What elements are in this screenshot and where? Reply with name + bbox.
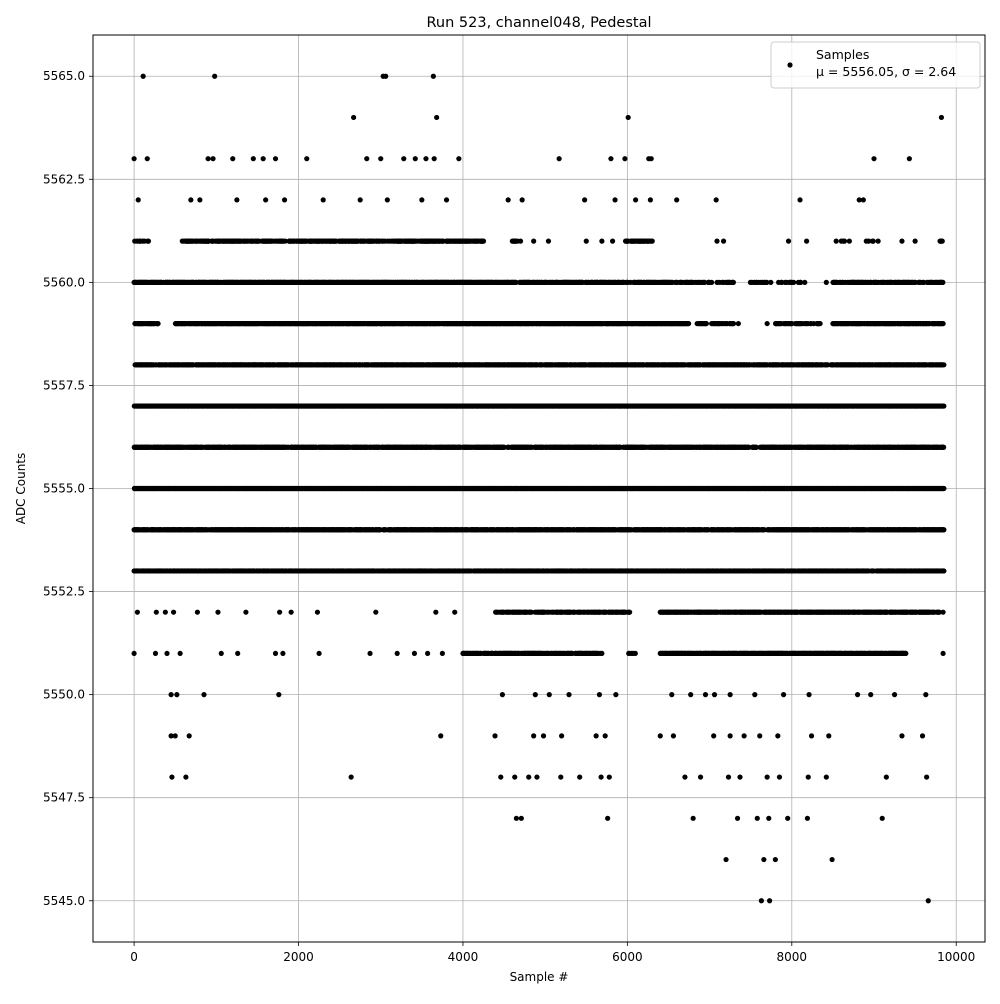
data-point [650, 239, 655, 244]
data-point [842, 239, 847, 244]
data-point [791, 280, 796, 285]
data-point [731, 280, 736, 285]
data-point [768, 280, 773, 285]
data-point [146, 239, 151, 244]
data-point [704, 321, 709, 326]
data-point [817, 321, 822, 326]
data-point [686, 321, 691, 326]
data-point [871, 239, 876, 244]
data-point [709, 280, 714, 285]
data-point [802, 280, 807, 285]
data-point [731, 321, 736, 326]
data-point [940, 280, 945, 285]
data-point [941, 321, 946, 326]
